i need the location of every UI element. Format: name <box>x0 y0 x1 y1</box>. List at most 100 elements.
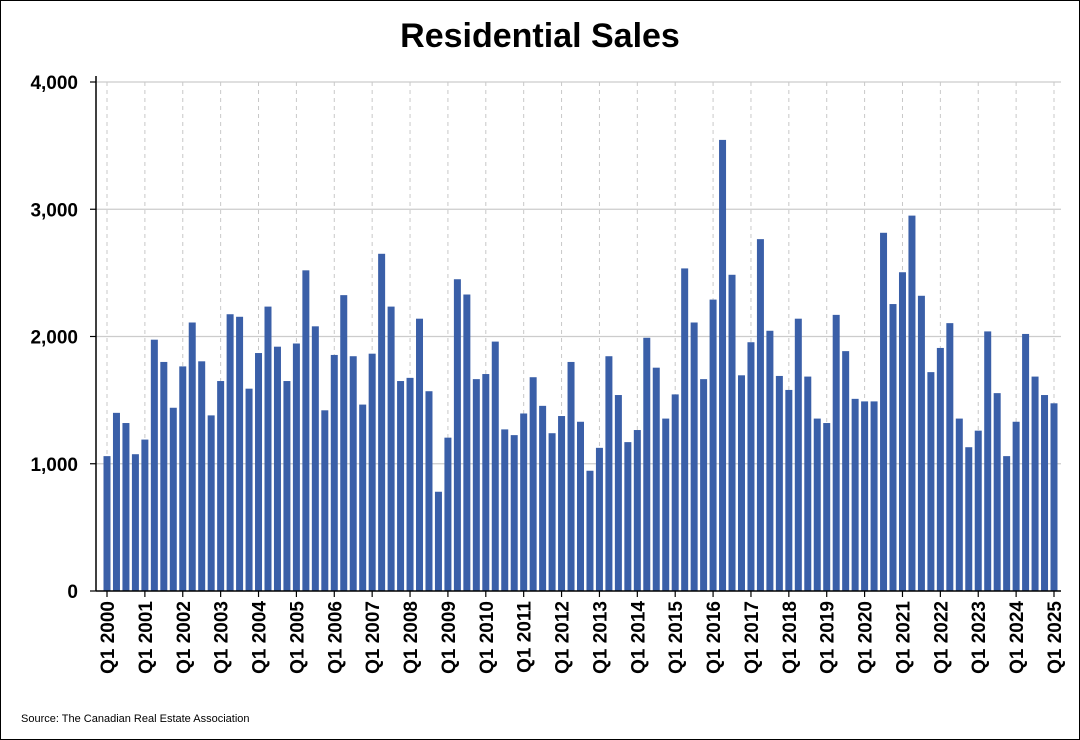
bar <box>501 429 509 591</box>
bar <box>510 435 518 591</box>
bar <box>406 377 414 591</box>
bar <box>624 442 632 591</box>
bar <box>378 253 386 592</box>
bar <box>112 412 120 591</box>
bar <box>927 372 935 591</box>
bar <box>851 398 859 591</box>
bar <box>141 439 149 591</box>
bar <box>662 418 670 591</box>
bar <box>719 139 727 591</box>
bar <box>359 404 367 591</box>
x-tick-label: Q1 2009 <box>439 601 460 674</box>
bar <box>690 322 698 591</box>
x-tick-label: Q1 2003 <box>212 601 233 674</box>
bar <box>984 331 992 591</box>
bar <box>539 405 547 591</box>
bar <box>700 379 708 591</box>
x-tick-label: Q1 2024 <box>1007 601 1028 674</box>
bar <box>425 391 433 591</box>
x-tick-label: Q1 2012 <box>553 601 574 674</box>
bar <box>1041 395 1049 591</box>
x-tick-label: Q1 2004 <box>250 601 271 674</box>
x-tick-label: Q1 2013 <box>590 601 611 674</box>
bar <box>558 416 566 591</box>
x-tick-label: Q1 2016 <box>704 601 725 674</box>
bar <box>955 418 963 591</box>
x-tick-label: Q1 2015 <box>666 601 687 674</box>
bar <box>207 415 215 591</box>
y-tick-label: 3,000 <box>30 200 78 221</box>
x-tick-label: Q1 2000 <box>98 601 119 674</box>
bar <box>472 379 480 591</box>
bar <box>463 294 471 591</box>
bar <box>880 232 888 592</box>
x-tick-label: Q1 2002 <box>174 601 195 674</box>
bar <box>416 318 424 591</box>
bar <box>917 295 925 591</box>
bar <box>842 351 850 591</box>
x-tick-label: Q1 2020 <box>856 601 877 674</box>
x-tick-label: Q1 2017 <box>742 601 763 674</box>
bar <box>766 330 774 591</box>
bar <box>643 337 651 591</box>
axes <box>90 76 1061 597</box>
bar <box>434 491 442 591</box>
bar <box>775 375 783 591</box>
x-tick-label: Q1 2011 <box>515 601 536 673</box>
bar <box>169 407 177 591</box>
x-tick-label: Q1 2008 <box>401 601 422 674</box>
bar <box>548 433 556 591</box>
bar <box>453 279 461 591</box>
bar <box>160 361 168 591</box>
bar <box>340 295 348 591</box>
bar <box>302 270 310 591</box>
x-tick-label: Q1 2005 <box>287 601 308 674</box>
bar <box>709 299 717 591</box>
bar <box>264 306 272 591</box>
bar <box>671 394 679 591</box>
bar <box>255 353 263 591</box>
x-tick-label: Q1 2014 <box>628 601 649 674</box>
bar <box>188 322 196 591</box>
bar <box>179 366 187 591</box>
bar <box>870 401 878 591</box>
bar <box>747 342 755 591</box>
bar <box>236 316 244 591</box>
bar <box>595 447 603 591</box>
bar <box>1031 376 1039 591</box>
bar <box>491 341 499 591</box>
bar <box>898 272 906 591</box>
bar <box>131 454 139 591</box>
bar <box>150 339 158 591</box>
bar <box>965 447 973 591</box>
bar <box>832 314 840 591</box>
y-tick-label: 4,000 <box>30 73 78 94</box>
bar <box>652 367 660 591</box>
bar <box>349 356 357 591</box>
bar <box>633 430 641 591</box>
y-tick-label: 2,000 <box>30 328 78 349</box>
y-tick-label: 0 <box>67 582 78 603</box>
bar <box>1050 403 1058 591</box>
bar <box>804 376 812 591</box>
x-tick-label: Q1 2006 <box>325 601 346 674</box>
bar <box>908 215 916 592</box>
bar <box>368 353 376 591</box>
bar <box>529 377 537 591</box>
bar <box>1012 421 1020 591</box>
bar <box>737 375 745 591</box>
bar <box>567 361 575 591</box>
bar <box>577 421 584 591</box>
bar <box>330 354 338 591</box>
bar <box>217 381 225 591</box>
bar <box>103 456 111 591</box>
bar <box>198 361 206 591</box>
x-tick-label: Q1 2019 <box>818 601 839 674</box>
bar <box>292 343 300 591</box>
bar <box>813 418 821 591</box>
x-tick-label: Q1 2010 <box>477 601 498 674</box>
bar <box>889 304 897 591</box>
bar <box>245 388 253 591</box>
bar <box>273 346 281 591</box>
